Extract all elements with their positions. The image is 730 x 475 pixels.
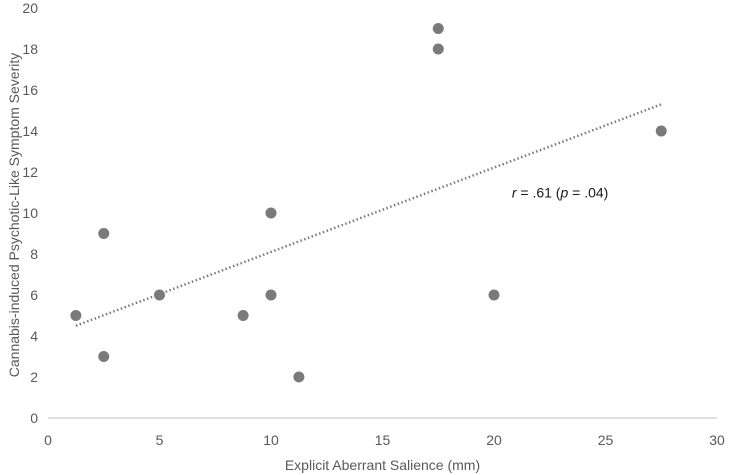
y-tick-label: 8: [30, 246, 38, 262]
y-tick-label: 6: [30, 287, 38, 303]
correlation-annotation: r = .61 (p = .04): [512, 185, 609, 201]
x-tick-label: 0: [44, 432, 52, 448]
p-value: = .04): [568, 185, 608, 201]
y-tick-label: 0: [30, 410, 38, 426]
x-tick-label: 25: [598, 432, 614, 448]
x-axis-title: Explicit Aberrant Salience (mm): [285, 457, 480, 473]
data-point: [432, 43, 444, 55]
data-point: [432, 23, 444, 34]
r-symbol: r: [512, 185, 518, 201]
trendline: [75, 103, 662, 327]
data-point: [70, 310, 82, 321]
data-point: [265, 289, 277, 301]
x-tick-label: 20: [486, 432, 502, 448]
y-tick-labels: 0 2 4 6 8 10 12 14 16 18 20: [22, 0, 38, 426]
data-point: [154, 289, 165, 301]
data-point: [98, 351, 110, 362]
y-tick-label: 20: [22, 0, 38, 16]
y-tick-label: 2: [30, 369, 38, 385]
data-point: [293, 371, 305, 383]
data-point: [655, 125, 667, 137]
data-point: [237, 310, 249, 321]
r-value: = .61 (: [517, 185, 561, 201]
x-tick-label: 10: [263, 432, 279, 448]
data-points: [70, 23, 667, 383]
y-tick-label: 14: [22, 123, 38, 139]
y-tick-label: 10: [22, 205, 38, 221]
y-tick-label: 4: [30, 328, 38, 344]
x-tick-label: 5: [156, 432, 164, 448]
x-tick-label: 30: [709, 432, 725, 448]
y-tick-label: 18: [22, 41, 38, 57]
x-tick-label: 15: [375, 432, 391, 448]
data-point: [98, 228, 110, 239]
y-tick-label: 16: [22, 82, 38, 98]
y-tick-label: 12: [22, 164, 38, 180]
y-axis-title: Cannabis-induced Psychotic-Like Symptom …: [6, 53, 22, 377]
x-tick-labels: 0 5 10 15 20 25 30: [44, 432, 725, 448]
data-point: [265, 207, 277, 219]
data-point: [488, 289, 500, 301]
p-symbol: p: [559, 185, 568, 201]
